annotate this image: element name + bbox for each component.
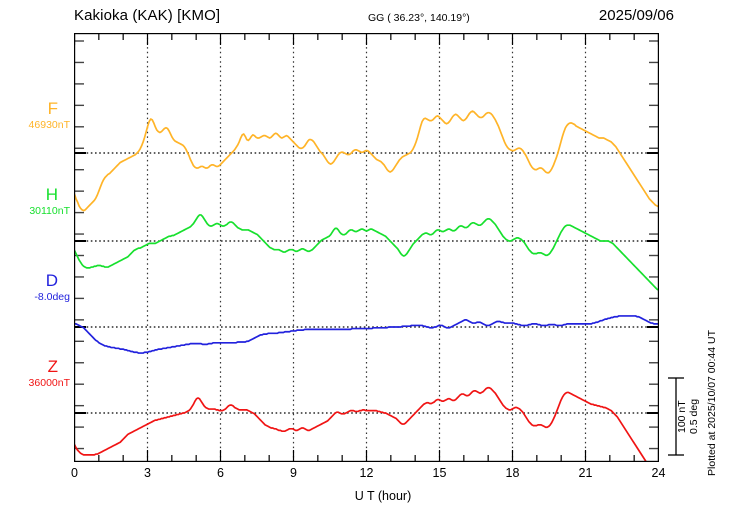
scale-bar-glyph	[668, 377, 684, 456]
x-tick-label: 3	[144, 466, 151, 480]
component-baseline-h: 30110nT	[29, 205, 70, 217]
geographic-coordinates: GG ( 36.23°, 140.19°)	[368, 12, 470, 24]
x-axis-tick-labels: 0 3 6 9 12 15 18 21 24	[0, 466, 730, 486]
scale-bar-nt: 100 nT	[676, 400, 688, 433]
scale-bar-deg: 0.5 deg	[688, 398, 700, 435]
component-baseline-z: 36000nT	[28, 377, 70, 389]
scale-bar	[668, 377, 684, 456]
component-letter-h: H	[45, 185, 58, 204]
station-title: Kakioka (KAK) [KMO]	[74, 7, 221, 24]
x-tick-label: 21	[578, 466, 593, 480]
magnetogram-plot	[74, 33, 659, 462]
x-axis-title: U T (hour)	[0, 489, 730, 503]
plot-area	[74, 33, 659, 462]
x-tick-label: 18	[505, 466, 520, 480]
x-tick-label: 6	[217, 466, 224, 480]
data-traces	[74, 110, 659, 462]
x-tick-label: 12	[359, 466, 374, 480]
axis-ticks	[74, 34, 659, 461]
component-baseline-f: 46930nT	[28, 119, 70, 131]
component-label-h: H 30110nT	[0, 186, 70, 217]
plot-frame	[74, 33, 659, 462]
component-letter-d: D	[45, 271, 58, 290]
component-label-d: D -8.0deg	[0, 272, 70, 303]
x-axis-title-text: U T (hour)	[354, 489, 412, 503]
observation-date: 2025/09/06	[598, 7, 674, 24]
scale-bar-label: 100 nT 0.5 deg	[676, 377, 702, 456]
component-label-z: Z 36000nT	[0, 358, 70, 389]
trace-h	[74, 214, 659, 291]
component-letter-z: Z	[47, 357, 58, 376]
component-baselines	[74, 152, 659, 414]
x-tick-label: 9	[290, 466, 297, 480]
trace-d	[74, 315, 659, 354]
x-tick-label: 24	[651, 466, 666, 480]
x-tick-label: 0	[71, 466, 78, 480]
component-label-f: F 46930nT	[0, 100, 70, 131]
trace-z	[74, 386, 648, 462]
plotted-at-timestamp: Plotted at 2025/10/07 00:44 UT	[706, 330, 718, 476]
trace-f	[74, 110, 659, 212]
x-tick-label: 15	[432, 466, 447, 480]
component-baseline-d: -8.0deg	[34, 291, 70, 303]
component-letter-f: F	[47, 99, 58, 118]
gridlines	[146, 33, 587, 462]
